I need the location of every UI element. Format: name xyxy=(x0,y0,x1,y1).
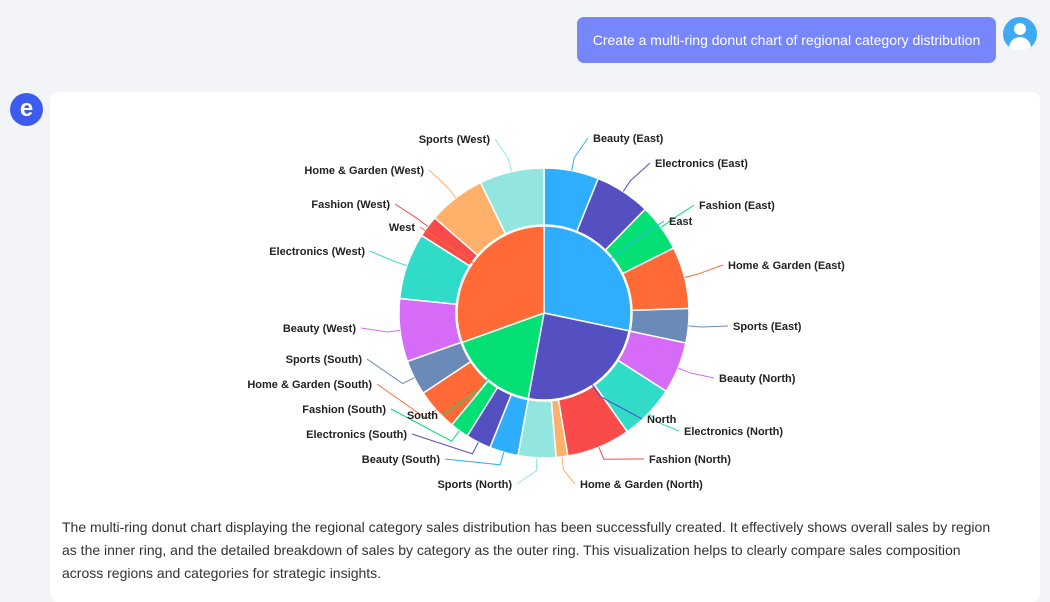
outer-ring-leader-line xyxy=(376,383,437,420)
outer-ring-slice[interactable] xyxy=(479,167,545,235)
outer-ring-label: Sports (South) xyxy=(286,354,363,366)
outer-ring-leader-line xyxy=(598,447,645,460)
outer-ring-leader-line xyxy=(366,358,415,385)
outer-ring-label: Sports (East) xyxy=(733,321,802,333)
outer-ring-leader-line xyxy=(390,408,460,442)
outer-ring-leader-line xyxy=(622,162,651,192)
outer-ring-label: Home & Garden (East) xyxy=(728,260,845,272)
outer-ring-label: Sports (North) xyxy=(437,479,512,491)
outer-ring-label: Electronics (South) xyxy=(306,429,407,441)
outer-ring-leader-line xyxy=(571,137,589,171)
outer-ring-leader-line xyxy=(360,327,401,333)
outer-ring-label: Electronics (West) xyxy=(269,246,365,258)
outer-ring-leader-line xyxy=(428,169,457,199)
outer-ring-label: Fashion (West) xyxy=(311,199,390,211)
outer-ring-label: Beauty (South) xyxy=(362,454,441,466)
outer-ring-label: Beauty (West) xyxy=(283,323,356,335)
outer-ring-leader-line xyxy=(394,203,429,227)
outer-ring-leader-line xyxy=(494,138,512,172)
outer-ring-leader-line xyxy=(677,367,715,379)
outer-ring-label: Fashion (South) xyxy=(302,404,386,416)
outer-ring-label: Electronics (North) xyxy=(684,426,783,438)
outer-ring-label: Beauty (East) xyxy=(593,133,664,145)
outer-ring-label: Home & Garden (West) xyxy=(304,165,424,177)
outer-ring-label: Fashion (East) xyxy=(699,200,775,212)
inner-ring-label: North xyxy=(647,414,677,426)
outer-ring-leader-line xyxy=(411,433,479,455)
inner-ring-leader-line xyxy=(442,358,506,416)
outer-ring-leader-line xyxy=(561,456,576,485)
inner-ring-label: East xyxy=(669,216,693,228)
inner-ring-leader-line xyxy=(419,226,496,279)
outer-ring-leader-line xyxy=(444,452,505,466)
outer-ring-label: Fashion (North) xyxy=(649,454,731,466)
outer-ring-label: Electronics (East) xyxy=(655,158,748,170)
outer-ring-label: Home & Garden (South) xyxy=(247,379,372,391)
outer-ring-label: Home & Garden (North) xyxy=(580,479,703,491)
outer-ring-leader-line xyxy=(688,325,729,328)
bot-avatar-icon: e xyxy=(10,93,43,126)
inner-ring-leader-line xyxy=(590,220,665,276)
outer-ring-leader-line xyxy=(660,204,695,228)
multi-ring-donut-chart: Beauty (East) Electronics (East) Fashion (… xyxy=(247,133,845,491)
outer-ring-label: Sports (West) xyxy=(419,134,491,146)
user-avatar-icon xyxy=(1003,17,1037,51)
user-message-bubble: Create a multi-ring donut chart of regio… xyxy=(577,17,996,63)
inner-ring-label: West xyxy=(389,222,415,234)
outer-ring-leader-line xyxy=(369,250,408,267)
chart-description: The multi-ring donut chart displaying th… xyxy=(62,519,991,581)
outer-ring-leader-line xyxy=(684,264,724,278)
outer-ring-leader-line xyxy=(648,413,680,432)
outer-ring-label: Beauty (North) xyxy=(719,373,796,385)
outer-ring-leader-line xyxy=(516,457,538,485)
inner-ring-label: South xyxy=(407,410,438,422)
inner-ring-leader-line xyxy=(576,362,643,420)
